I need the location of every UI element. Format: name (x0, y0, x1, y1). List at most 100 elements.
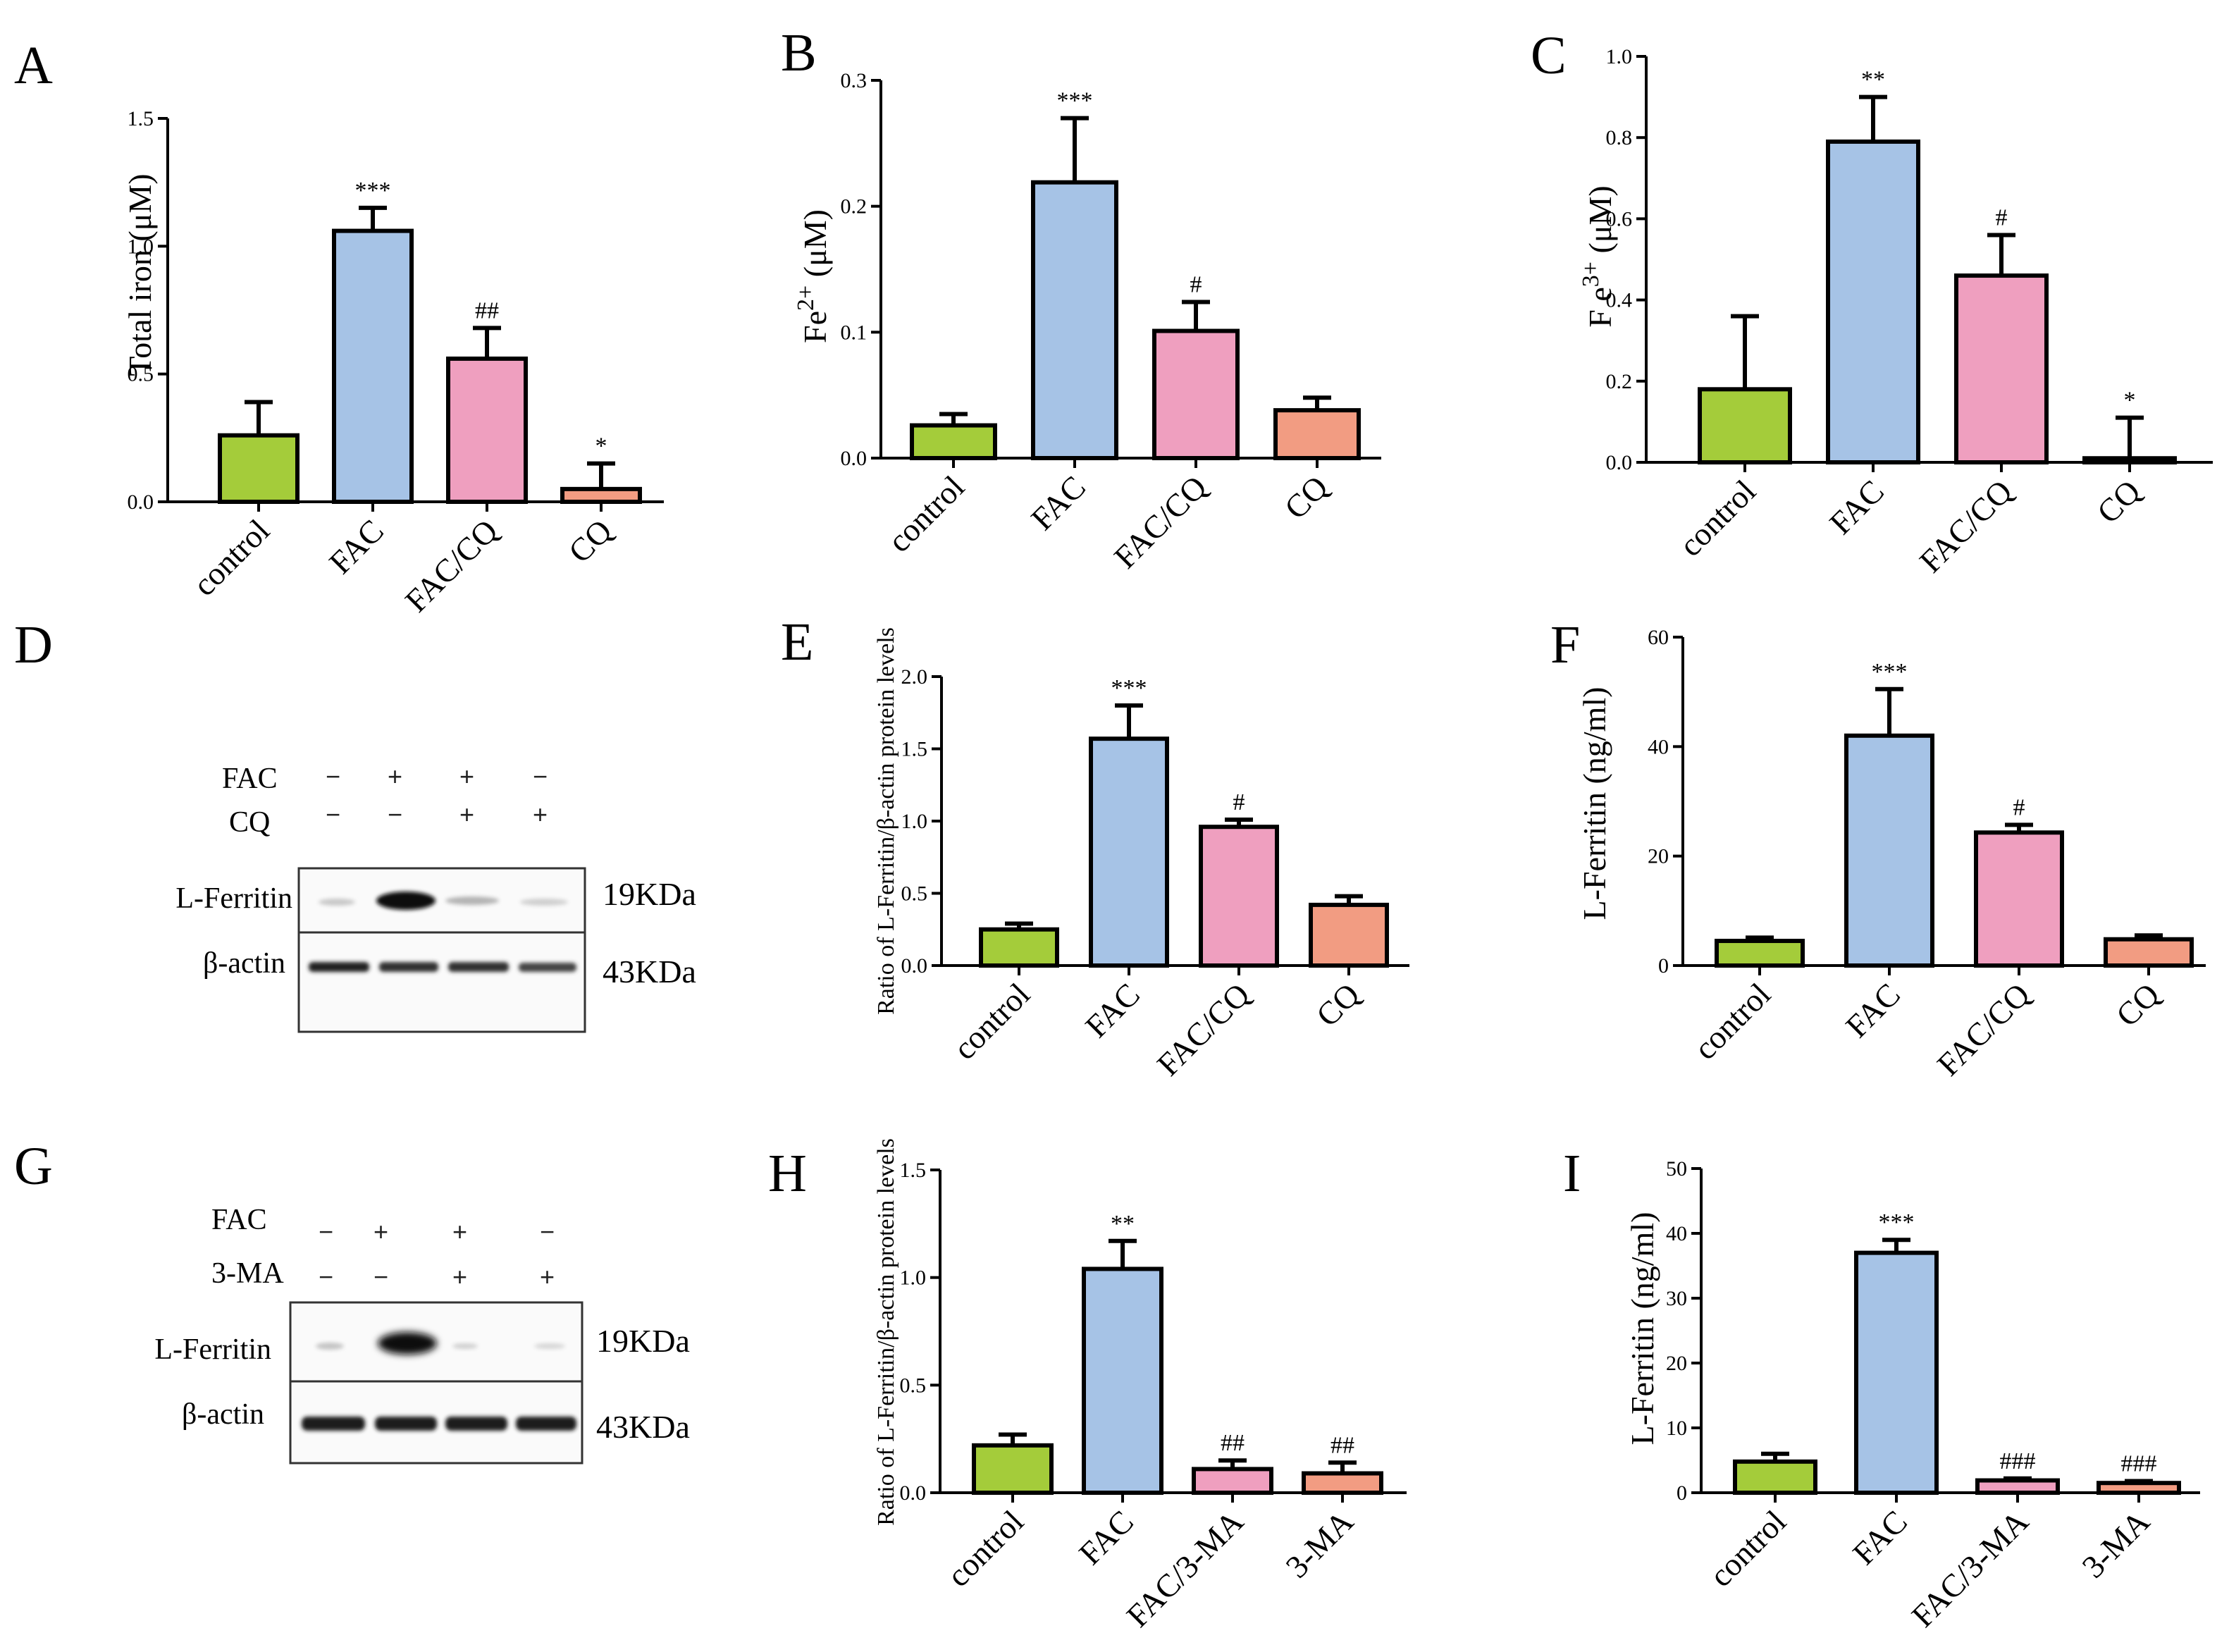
blot-d-band (445, 896, 499, 905)
blot-d-kda-43: 43KDa (603, 954, 696, 990)
y-tick-label: 0.5 (901, 882, 928, 906)
bar-fac (1854, 1250, 1939, 1495)
blot-g-band (534, 1343, 565, 1349)
bar-fac (1089, 736, 1169, 968)
blot-g-sign: + (373, 1217, 388, 1246)
x-tick-label: FAC/3-MA (1120, 1503, 1250, 1634)
x-tick-label: control (1672, 473, 1762, 563)
x-tick-label: control (946, 976, 1037, 1066)
x-tick-label: FAC/3-MA (1905, 1503, 2035, 1634)
y-tick-label: 1.5 (900, 1159, 927, 1182)
panel-letter-a: A (14, 36, 53, 95)
y-axis-label: Total iron (μM) (122, 173, 158, 376)
y-tick-label: 0.0 (841, 447, 867, 470)
x-tick-label: CQ (1278, 469, 1335, 526)
y-tick-label: 1.0 (1606, 45, 1633, 68)
x-tick-label: FAC/CQ (1930, 976, 2037, 1083)
y-tick-label: 0.4 (1606, 289, 1633, 312)
blot-d-kda-19: 19KDa (603, 876, 696, 912)
bar-fac (1082, 1266, 1163, 1496)
blot-g-sign: + (452, 1217, 467, 1246)
x-tick-label: control (1687, 976, 1777, 1066)
x-tick-label: FAC (322, 512, 390, 581)
y-tick-label: 0.3 (841, 69, 867, 92)
panel-letter-g: G (14, 1137, 53, 1196)
y-tick-label: 2.0 (901, 665, 928, 689)
chart-c-fe3: 0.0 0.2 0.4 0.6 0.8 1.0 F e3+ (μM) control ** FAC… (1578, 45, 2213, 579)
x-tick-label: CQ (2109, 976, 2166, 1033)
blot-d-actin-label: β-actin (203, 947, 285, 980)
western-blot-d: FAC CQ − + + − − − + + L-Ferritin β-acti… (175, 762, 696, 1033)
blot-d-band (376, 892, 436, 910)
chart-a-total-iron: 0.0 0.5 1.0 1.5 Total iron (μM) control *** FAC… (122, 107, 664, 619)
blot-d-sign: + (388, 762, 402, 791)
blot-d-band (448, 962, 509, 972)
y-tick-label: 30 (1666, 1287, 1687, 1310)
x-tick-label: FAC (1024, 469, 1092, 537)
panel-letter-e: E (781, 612, 813, 672)
bar-control (910, 423, 997, 461)
bar-fac-3-ma (1192, 1467, 1273, 1495)
y-tick-label: 0 (1658, 954, 1669, 978)
y-tick-label: 0.0 (900, 1481, 927, 1505)
panel-letter-f: F (1550, 615, 1580, 674)
y-tick-label: 50 (1666, 1157, 1687, 1181)
x-tick-label: control (1703, 1503, 1793, 1594)
x-tick-label: control (940, 1503, 1030, 1594)
blot-g-fac-label: FAC (211, 1204, 267, 1236)
blot-g-kda-43: 43KDa (596, 1409, 690, 1445)
x-tick-label: FAC/CQ (1107, 469, 1214, 575)
x-tick-label: FAC (1078, 976, 1147, 1044)
y-tick-label: 0.1 (841, 321, 867, 344)
significance-label: *** (1879, 1209, 1915, 1235)
blot-d-sign: − (533, 762, 548, 791)
bar-fac (1844, 733, 1934, 968)
y-tick-label: 0.0 (128, 491, 154, 514)
blot-g-sign: − (319, 1217, 333, 1246)
blot-g-band (378, 1332, 437, 1355)
blot-d-sign: − (326, 800, 340, 829)
significance-label: *** (1872, 659, 1908, 685)
significance-label: ** (1111, 1211, 1135, 1237)
blot-g-lferritin-label: L-Ferritin (154, 1333, 271, 1366)
y-tick-label: 40 (1666, 1222, 1687, 1245)
significance-label: # (2013, 794, 2025, 820)
y-tick-label: 0.5 (900, 1374, 927, 1397)
y-tick-label: 1.0 (901, 810, 928, 833)
x-tick-label: 3-MA (1278, 1503, 1360, 1585)
x-tick-label: FAC (1072, 1503, 1140, 1572)
y-tick-label: 0.8 (1606, 126, 1633, 149)
bar-fac-cq (1954, 273, 2049, 464)
bar-fac-cq (1152, 328, 1240, 460)
x-tick-label: FAC (1839, 976, 1907, 1044)
bar-control (218, 433, 300, 504)
x-tick-label: CQ (562, 512, 619, 569)
blot-d-band (379, 962, 438, 972)
x-tick-label: FAC/CQ (1913, 473, 2019, 579)
significance-label: # (1996, 204, 2008, 230)
y-axis-label: Ratio of L-Ferritin/β-actin protein leve… (873, 1138, 899, 1526)
blot-g-sign: − (319, 1262, 333, 1291)
y-tick-label: 0.5 (128, 363, 154, 386)
blot-d-band (319, 899, 355, 906)
x-tick-label: 3-MA (2075, 1503, 2156, 1585)
x-tick-label: CQ (2090, 473, 2147, 530)
blot-d-sign: − (388, 800, 402, 829)
y-axis-label: L-Ferritin (ng/ml) (1624, 1212, 1660, 1446)
blot-g-band (375, 1417, 437, 1431)
y-tick-label: 10 (1666, 1417, 1687, 1440)
blot-g-sign: − (540, 1217, 555, 1246)
y-tick-label: 1.0 (128, 235, 154, 258)
bar-fac-cq (1199, 825, 1279, 968)
bar-fac (332, 228, 414, 504)
significance-label: # (1190, 271, 1202, 297)
blot-g-band (302, 1417, 365, 1431)
blot-d-sign: + (459, 800, 474, 829)
panel-letter-d: D (14, 615, 53, 674)
x-tick-label: control (186, 512, 276, 603)
y-tick-label: 0.2 (1606, 370, 1633, 393)
significance-label: ## (1330, 1432, 1354, 1458)
blot-d-sign: + (533, 800, 548, 829)
